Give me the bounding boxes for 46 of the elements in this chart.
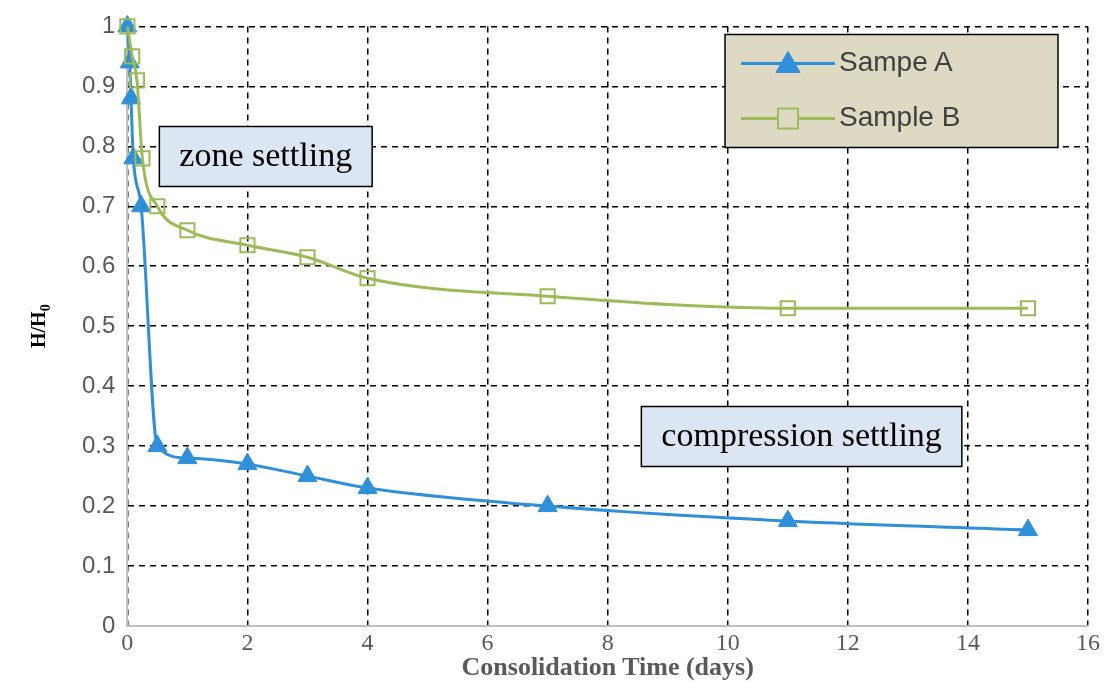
y-tick-label: 0.6 (81, 250, 116, 278)
x-tick-label: 0 (121, 628, 134, 655)
point (359, 270, 376, 287)
point (539, 288, 556, 305)
point (779, 300, 796, 317)
y-tick-label: 0.1 (81, 550, 116, 578)
point (237, 452, 258, 471)
y-tick-label: 0.9 (81, 70, 116, 98)
annotation: compression settling (661, 416, 942, 454)
point (179, 222, 196, 239)
x-tick-label: 2 (241, 628, 254, 655)
y-tick-label: 0.4 (81, 370, 116, 398)
y-tick-label: 0 (102, 610, 116, 638)
y-tick-label: 0.5 (81, 310, 116, 338)
y-tick-label: 1 (102, 11, 116, 39)
point (299, 249, 316, 266)
point (134, 150, 151, 167)
x-tick-label: 8 (601, 628, 614, 655)
annotation: zone settling (179, 136, 353, 174)
x-tick-label: 12 (835, 628, 860, 655)
x-tick-label: 16 (1076, 628, 1100, 655)
x-tick-label: 10 (715, 628, 740, 655)
point (177, 446, 198, 465)
point (147, 434, 168, 453)
x-tick-label: 4 (361, 628, 374, 655)
x-axis-title: Consolidation Time (days) (461, 652, 754, 682)
point (357, 476, 378, 495)
y-axis-title: H/H0 (27, 304, 53, 349)
point (777, 509, 798, 528)
point (128, 72, 146, 89)
point (1017, 518, 1038, 537)
point (537, 494, 558, 513)
point (149, 198, 166, 215)
x-tick-label: 6 (481, 628, 494, 655)
point (124, 48, 141, 65)
x-tick-label: 14 (955, 628, 980, 655)
point (297, 464, 318, 483)
y-tick-label: 0.8 (81, 130, 116, 158)
legend-label: Sample B (839, 101, 961, 133)
point (1019, 300, 1037, 317)
y-tick-label: 0.2 (81, 490, 116, 518)
point (239, 237, 256, 254)
legend-label: Sampe A (839, 46, 953, 78)
point (119, 18, 136, 35)
y-tick-label: 0.3 (81, 430, 116, 458)
y-tick-label: 0.7 (81, 190, 116, 218)
